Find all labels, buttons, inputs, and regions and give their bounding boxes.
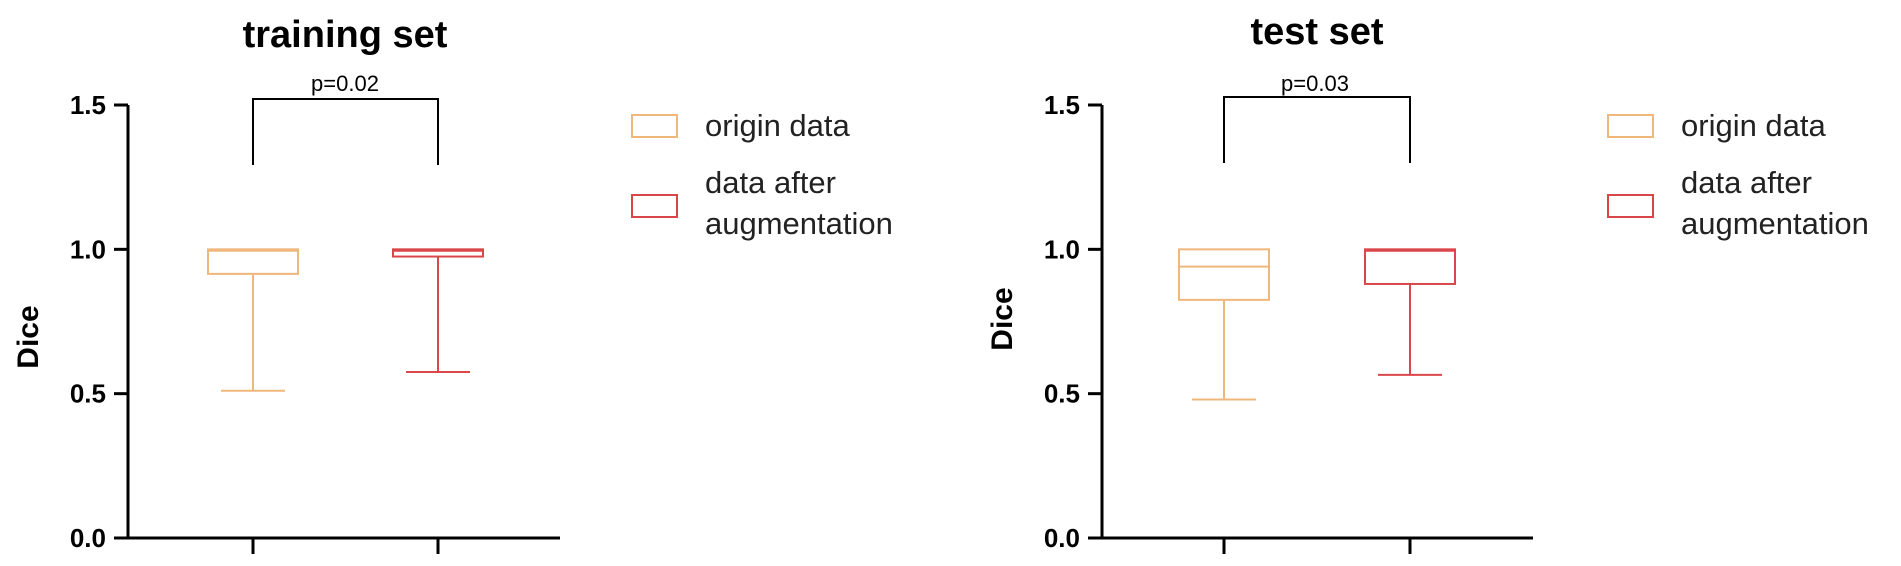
chart-title: test set <box>1250 11 1383 53</box>
bracket-line <box>1223 96 1411 163</box>
legend-swatch-augmentation <box>1607 194 1654 218</box>
legend-label-origin: origin data <box>1681 108 1827 143</box>
legend-swatch-origin <box>631 114 678 138</box>
iqr-box <box>1364 248 1456 285</box>
y-tick-label: 1.5 <box>1044 90 1080 120</box>
iqr-box <box>1178 248 1270 301</box>
legend-label-origin: origin data <box>705 108 851 143</box>
panel-training-set: training set Dice 0.0 0.5 1.0 1.5 p=0.02 or… <box>12 14 893 554</box>
p-value-annotation: p=0.02 <box>311 71 379 96</box>
y-tick-label: 0.0 <box>70 523 106 553</box>
iqr-box <box>207 248 299 275</box>
box-augmentation <box>1364 248 1456 376</box>
y-axis-label: Dice <box>986 287 1019 350</box>
y-tick-label: 0.5 <box>1044 379 1080 409</box>
boxes <box>1178 248 1456 401</box>
legend-label-augmentation-line1: data after <box>1681 165 1812 200</box>
legend-label-augmentation-line2: augmentation <box>1681 206 1869 241</box>
y-tick-label: 0.5 <box>70 379 106 409</box>
legend: origin data data after augmentation <box>1607 108 1869 241</box>
boxes <box>207 248 484 392</box>
box-augmentation <box>392 248 484 374</box>
y-tick-label: 1.0 <box>1044 234 1080 264</box>
legend-swatch-origin <box>1607 114 1654 138</box>
y-tick-label: 0.0 <box>1044 523 1080 553</box>
p-value-annotation: p=0.03 <box>1281 71 1349 96</box>
y-tick-label: 1.0 <box>70 234 106 264</box>
bracket-line <box>252 98 439 165</box>
significance-bracket <box>1223 96 1411 163</box>
axes: 0.0 0.5 1.0 1.5 <box>70 90 560 554</box>
significance-bracket <box>252 98 439 165</box>
legend: origin data data after augmentation <box>631 108 893 241</box>
legend-label-augmentation-line2: augmentation <box>705 206 893 241</box>
panel-test-set: test set Dice 0.0 0.5 1.0 1.5 p=0.03 origin… <box>986 11 1869 554</box>
box-origin <box>1178 248 1270 401</box>
axes: 0.0 0.5 1.0 1.5 <box>1044 90 1533 554</box>
legend-label-augmentation-line1: data after <box>705 165 836 200</box>
y-tick-label: 1.5 <box>70 90 106 120</box>
box-origin <box>207 248 299 392</box>
iqr-box <box>392 248 484 258</box>
y-axis-label: Dice <box>12 305 45 368</box>
legend-swatch-augmentation <box>631 194 678 218</box>
chart-title: training set <box>243 14 448 56</box>
